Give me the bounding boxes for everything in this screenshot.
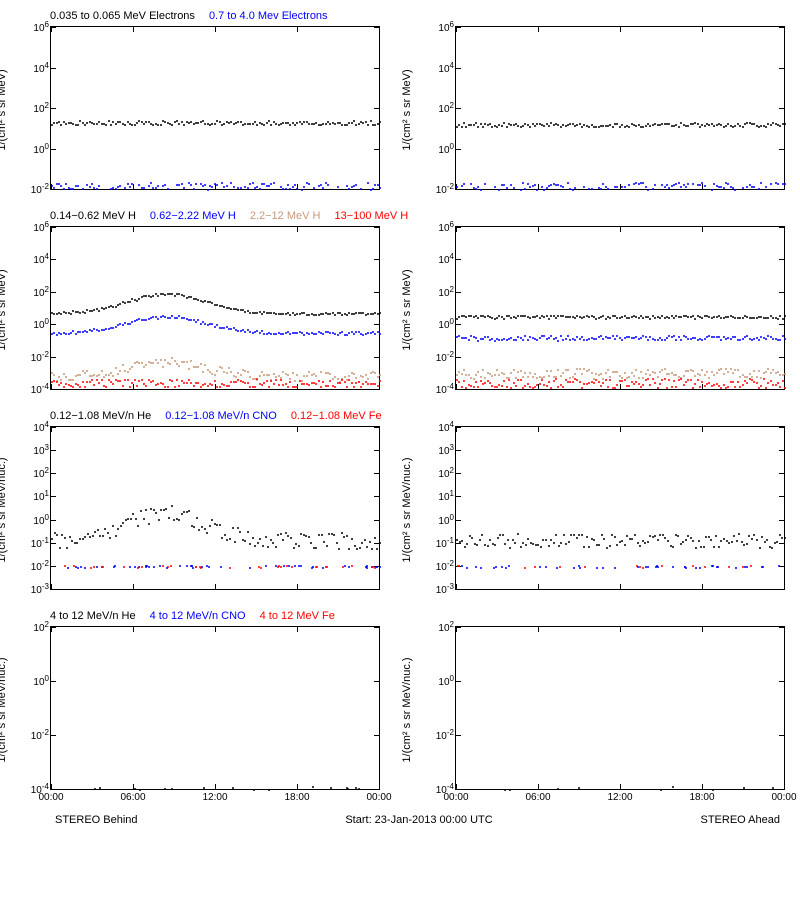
plot-area: 10-310-210-1100101102103104 — [50, 426, 380, 590]
y-tick-label: 10-2 — [31, 728, 49, 742]
series-title: 13−100 MeV H — [334, 210, 408, 222]
y-tick-label: 102 — [438, 620, 454, 634]
series-title: 4 to 12 MeV/n CNO — [150, 610, 246, 622]
series-title: 0.14−0.62 MeV H — [50, 210, 136, 222]
y-tick-label: 104 — [33, 420, 49, 434]
chart-panel-r2-c0: 0.12−1.08 MeV/n He 0.12−1.08 MeV/n CNO 0.1… — [10, 410, 385, 610]
y-axis-label: 1/(cm² s sr MeV/nuc.) — [0, 457, 8, 562]
y-tick-label: 10-1 — [31, 536, 49, 550]
y-tick-label: 100 — [33, 674, 49, 688]
y-tick-label: 102 — [438, 466, 454, 480]
chart-grid: 0.035 to 0.065 MeV Electrons 0.7 to 4.0 M… — [10, 10, 790, 810]
series-title: 0.12−1.08 MeV/n He — [50, 410, 151, 422]
y-tick-label: 104 — [438, 420, 454, 434]
y-tick-label: 103 — [438, 443, 454, 457]
y-tick-label: 10-3 — [31, 582, 49, 596]
x-tick-label: 18:00 — [689, 792, 714, 803]
y-tick-label: 106 — [33, 20, 49, 34]
y-axis-label: 1/(cm² s sr MeV) — [0, 269, 8, 350]
chart-panel-r2-c1: 1/(cm² s sr MeV/nuc.)10-310-210-11001011… — [415, 410, 790, 610]
y-tick-label: 106 — [438, 220, 454, 234]
series-title: 0.12−1.08 MeV Fe — [291, 410, 382, 422]
y-tick-label: 100 — [438, 512, 454, 526]
y-tick-label: 10-3 — [436, 582, 454, 596]
y-tick-label: 10-2 — [436, 728, 454, 742]
chart-panel-r3-c1: 1/(cm² s sr MeV/nuc.)10-410-210010200:00… — [415, 610, 790, 810]
y-tick-label: 10-2 — [31, 559, 49, 573]
y-axis-label: 1/(cm² s sr MeV) — [401, 269, 413, 350]
y-tick-label: 10-2 — [436, 182, 454, 196]
y-tick-label: 100 — [438, 317, 454, 331]
plot-area: 10-410-210010200:0006:0012:0018:0000:00 — [50, 626, 380, 790]
y-tick-label: 104 — [438, 252, 454, 266]
y-tick-label: 10-2 — [436, 349, 454, 363]
x-tick-label: 12:00 — [202, 792, 227, 803]
y-axis-label: 1/(cm² s sr MeV) — [0, 69, 8, 150]
series-title: 0.035 to 0.065 MeV Electrons — [50, 10, 195, 22]
y-axis-label: 1/(cm² s sr MeV/nuc.) — [0, 657, 8, 762]
footer-right: STEREO Ahead — [701, 814, 781, 826]
y-tick-label: 102 — [33, 285, 49, 299]
y-tick-label: 100 — [33, 141, 49, 155]
x-tick-label: 00:00 — [38, 792, 63, 803]
y-tick-label: 104 — [33, 60, 49, 74]
plot-area: 10-410-210010200:0006:0012:0018:0000:00 — [455, 626, 785, 790]
y-tick-label: 102 — [33, 466, 49, 480]
y-axis-label: 1/(cm² s sr MeV) — [401, 69, 413, 150]
x-tick-label: 00:00 — [771, 792, 796, 803]
y-tick-label: 100 — [438, 674, 454, 688]
y-tick-label: 100 — [33, 317, 49, 331]
y-tick-label: 10-1 — [436, 536, 454, 550]
y-tick-label: 100 — [33, 512, 49, 526]
y-tick-label: 103 — [33, 443, 49, 457]
footer: STEREO Behind Start: 23-Jan-2013 00:00 U… — [10, 814, 790, 826]
footer-center: Start: 23-Jan-2013 00:00 UTC — [345, 814, 492, 826]
y-tick-label: 101 — [33, 489, 49, 503]
y-tick-label: 101 — [438, 489, 454, 503]
x-tick-label: 18:00 — [284, 792, 309, 803]
footer-left: STEREO Behind — [55, 814, 138, 826]
plot-area: 10-2100102104106 — [50, 26, 380, 190]
plot-area: 10-310-210-1100101102103104 — [455, 426, 785, 590]
x-tick-label: 00:00 — [366, 792, 391, 803]
y-tick-label: 10-4 — [31, 382, 49, 396]
x-tick-label: 12:00 — [607, 792, 632, 803]
x-tick-label: 06:00 — [120, 792, 145, 803]
y-tick-label: 102 — [33, 620, 49, 634]
y-axis-label: 1/(cm² s sr MeV/nuc.) — [401, 457, 413, 562]
plot-area: 10-2100102104106 — [455, 26, 785, 190]
series-title: 4 to 12 MeV Fe — [260, 610, 335, 622]
y-tick-label: 102 — [438, 285, 454, 299]
y-tick-label: 102 — [33, 101, 49, 115]
x-tick-label: 06:00 — [525, 792, 550, 803]
chart-panel-r1-c0: 0.14−0.62 MeV H 0.62−2.22 MeV H 2.2−12 MeV… — [10, 210, 385, 410]
y-tick-label: 106 — [438, 20, 454, 34]
series-title: 0.62−2.22 MeV H — [150, 210, 236, 222]
y-tick-label: 104 — [33, 252, 49, 266]
plot-area: 10-410-2100102104106 — [455, 226, 785, 390]
y-tick-label: 10-2 — [31, 182, 49, 196]
chart-panel-r1-c1: 1/(cm² s sr MeV)10-410-2100102104106 — [415, 210, 790, 410]
y-tick-label: 104 — [438, 60, 454, 74]
chart-panel-r0-c1: 1/(cm² s sr MeV)10-2100102104106 — [415, 10, 790, 210]
y-tick-label: 102 — [438, 101, 454, 115]
y-tick-label: 100 — [438, 141, 454, 155]
y-tick-label: 106 — [33, 220, 49, 234]
series-title: 4 to 12 MeV/n He — [50, 610, 136, 622]
series-title: 2.2−12 MeV H — [250, 210, 321, 222]
y-axis-label: 1/(cm² s sr MeV/nuc.) — [401, 657, 413, 762]
series-title: 0.7 to 4.0 Mev Electrons — [209, 10, 328, 22]
x-tick-label: 00:00 — [443, 792, 468, 803]
series-title: 0.12−1.08 MeV/n CNO — [165, 410, 277, 422]
y-tick-label: 10-4 — [436, 382, 454, 396]
y-tick-label: 10-2 — [436, 559, 454, 573]
chart-panel-r3-c0: 4 to 12 MeV/n He 4 to 12 MeV/n CNO 4 to 12… — [10, 610, 385, 810]
chart-panel-r0-c0: 0.035 to 0.065 MeV Electrons 0.7 to 4.0 M… — [10, 10, 385, 210]
plot-area: 10-410-2100102104106 — [50, 226, 380, 390]
y-tick-label: 10-2 — [31, 349, 49, 363]
